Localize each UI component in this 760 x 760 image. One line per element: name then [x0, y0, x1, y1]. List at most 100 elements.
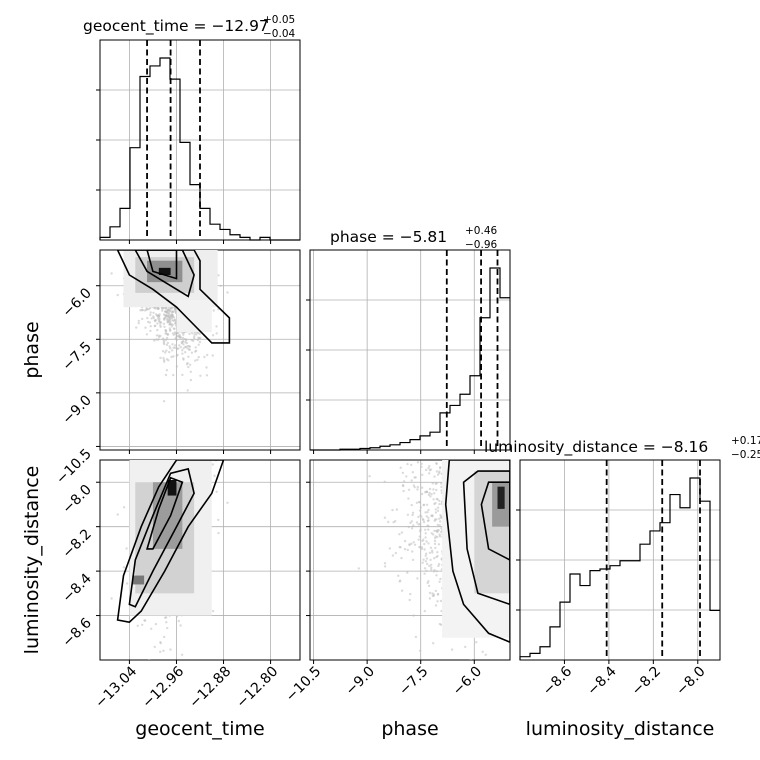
scatter-point	[433, 569, 436, 572]
scatter-point	[150, 627, 153, 630]
scatter-point	[395, 508, 399, 511]
scatter-point	[427, 528, 430, 531]
scatter-point	[170, 454, 172, 456]
scatter-point	[189, 454, 191, 456]
scatter-point	[425, 515, 428, 518]
scatter-point	[194, 346, 197, 349]
scatter-point	[410, 479, 413, 482]
scatter-point	[170, 325, 173, 328]
scatter-point	[198, 337, 201, 340]
scatter-point	[422, 558, 425, 561]
scatter-point	[424, 560, 428, 563]
scatter-point	[186, 347, 189, 350]
scatter-point	[168, 323, 171, 326]
scatter-point	[152, 315, 155, 318]
scatter-point	[434, 536, 437, 540]
title-phase-plus: +0.46	[465, 225, 497, 237]
density-phase-geocent-time	[123, 250, 218, 333]
scatter-point	[165, 369, 169, 372]
scatter-point	[135, 326, 138, 329]
scatter-point	[211, 354, 214, 357]
scatter-point	[141, 308, 144, 312]
scatter-point	[394, 551, 397, 555]
scatter-point	[427, 516, 430, 519]
scatter-point	[424, 554, 427, 557]
scatter-point	[411, 558, 415, 562]
scatter-point	[219, 284, 222, 288]
scatter-point	[159, 356, 162, 360]
scatter-point	[166, 321, 169, 324]
scatter-point	[194, 350, 197, 353]
scatter-point	[467, 457, 469, 459]
scatter-point	[428, 472, 431, 475]
scatter-point	[163, 340, 166, 343]
scatter-point	[162, 322, 166, 325]
scatter-point	[158, 314, 161, 317]
scatter-point	[169, 648, 172, 651]
scatter-point	[137, 319, 140, 323]
scatter-point	[177, 455, 179, 457]
scatter-point	[153, 645, 156, 649]
histogram-phase	[310, 250, 510, 451]
contour-phase-inner	[146, 250, 178, 280]
scatter-point	[433, 475, 436, 478]
y-tick-label-phase: −10.5	[53, 446, 95, 488]
scatter-point	[408, 598, 411, 602]
y-tick-label-phase: −6.0	[59, 285, 94, 320]
scatter-point	[428, 591, 432, 595]
scatter-point	[423, 548, 426, 551]
scatter-point	[145, 306, 148, 310]
scatter-point	[402, 489, 405, 493]
scatter-point	[187, 365, 190, 369]
density-cell	[167, 480, 177, 496]
scatter-point	[410, 527, 414, 530]
y-tick-label-phase: −9.0	[59, 392, 94, 427]
scatter-point	[435, 482, 438, 485]
scatter-point	[430, 549, 434, 552]
scatter-point	[419, 546, 422, 549]
scatter-point	[173, 327, 176, 330]
scatter-point	[398, 545, 401, 549]
scatter-point	[447, 450, 449, 452]
scatter-point	[407, 488, 411, 491]
scatter-point	[165, 621, 168, 624]
scatter-point	[420, 492, 424, 496]
scatter-point	[163, 635, 166, 639]
scatter-point	[431, 551, 434, 554]
scatter-point	[437, 543, 441, 546]
scatter-point	[181, 336, 185, 340]
scatter-point	[428, 597, 432, 600]
scatter-point	[413, 486, 416, 489]
contour-line	[462, 470, 510, 606]
histogram-geocent_time	[99, 40, 300, 241]
scatter-point	[450, 648, 454, 651]
scatter-point	[427, 580, 430, 583]
scatter-point	[177, 619, 180, 623]
scatter-point	[427, 493, 431, 497]
histogram-step	[519, 477, 720, 660]
scatter-point	[439, 623, 443, 626]
y-axis-label-phase: phase	[21, 321, 43, 378]
scatter-point	[157, 457, 159, 459]
scatter-point	[157, 317, 160, 320]
scatter-point	[438, 517, 441, 520]
scatter-point	[154, 454, 156, 456]
scatter-point	[425, 557, 429, 560]
scatter-point	[149, 325, 152, 328]
scatter-point	[159, 641, 162, 644]
scatter-point	[162, 649, 165, 652]
histogram-step	[310, 267, 510, 451]
scatter-point	[416, 488, 419, 491]
scatter-point	[388, 547, 391, 550]
scatter-point	[411, 513, 414, 517]
scatter-point	[172, 316, 176, 319]
scatter-point	[424, 532, 427, 535]
scatter-point	[439, 577, 442, 581]
scatter-point	[417, 538, 420, 541]
scatter-point	[149, 313, 152, 317]
scatter-point	[423, 542, 426, 546]
title-geocent-time-minus: −0.04	[263, 28, 295, 40]
scatter-point	[409, 592, 412, 596]
contour-line	[134, 250, 195, 298]
scatter-point	[178, 344, 181, 347]
